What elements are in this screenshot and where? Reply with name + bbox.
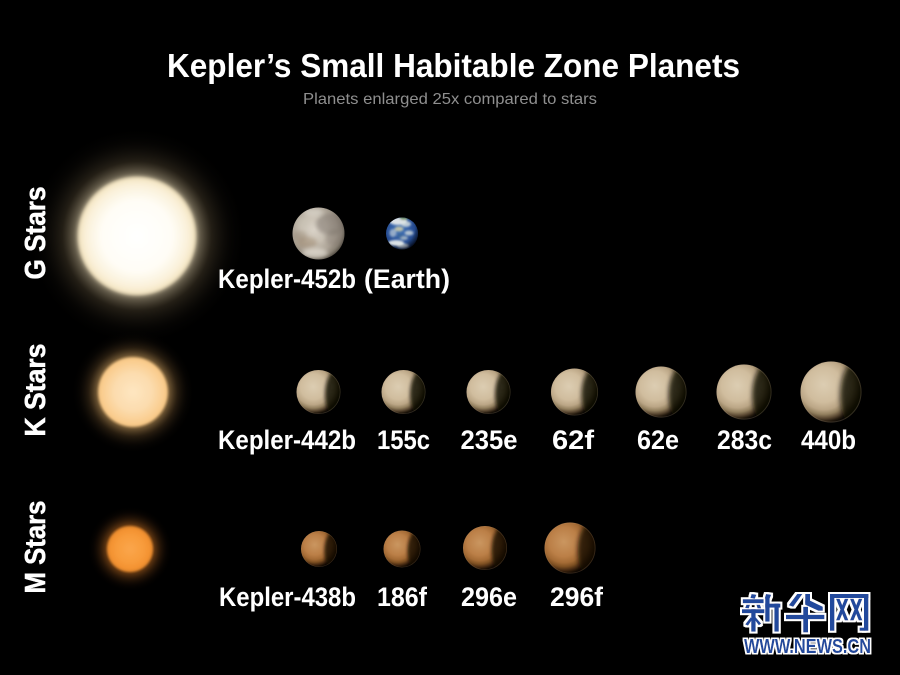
svg-text:(Earth): (Earth)	[364, 264, 450, 294]
svg-text:62f: 62f	[552, 425, 595, 455]
svg-text:440b: 440b	[801, 425, 856, 455]
svg-text:296e: 296e	[461, 582, 517, 612]
svg-text:155c: 155c	[377, 425, 430, 455]
svg-text:Planets enlarged 25x compared: Planets enlarged 25x compared to stars	[303, 91, 597, 108]
svg-text:K Stars: K Stars	[20, 344, 52, 437]
svg-text:WWW.NEWS.CN: WWW.NEWS.CN	[744, 635, 871, 658]
svg-text:62e: 62e	[637, 425, 679, 455]
svg-text:Kepler-438b: Kepler-438b	[219, 582, 356, 612]
svg-text:Kepler-442b: Kepler-442b	[218, 425, 356, 455]
svg-text:M Stars: M Stars	[20, 501, 52, 594]
svg-text:186f: 186f	[377, 582, 428, 612]
svg-text:283c: 283c	[717, 425, 772, 455]
svg-text:Kepler’s Small Habitable Zone: Kepler’s Small Habitable Zone Planets	[167, 47, 740, 84]
svg-text:G Stars: G Stars	[20, 187, 52, 280]
svg-text:235e: 235e	[461, 425, 518, 455]
svg-text:Kepler-452b: Kepler-452b	[218, 264, 356, 294]
svg-text:296f: 296f	[550, 582, 604, 612]
